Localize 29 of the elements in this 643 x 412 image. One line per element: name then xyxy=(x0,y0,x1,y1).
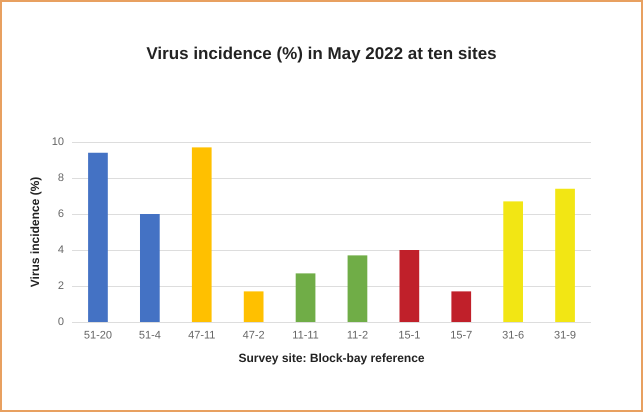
bar xyxy=(555,188,575,322)
x-tick-label: 47-2 xyxy=(242,330,265,342)
y-tick-label: 10 xyxy=(52,136,64,148)
y-tick-label: 0 xyxy=(58,316,64,328)
x-tick-label: 51-4 xyxy=(138,330,161,342)
x-axis-title: Survey site: Block-bay reference xyxy=(238,351,425,365)
x-tick-label: 47-11 xyxy=(188,330,216,342)
x-tick-label: 15-1 xyxy=(398,330,420,342)
bar xyxy=(140,214,160,322)
bar xyxy=(244,291,264,322)
bar xyxy=(503,201,524,322)
bar xyxy=(296,273,316,322)
x-tick-label: 11-2 xyxy=(346,330,368,342)
bar xyxy=(451,291,472,322)
x-tick-label: 51-20 xyxy=(84,330,112,342)
x-tick-label: 31-6 xyxy=(502,330,524,342)
bar xyxy=(192,147,212,322)
chart-title: Virus incidence (%) in May 2022 at ten sites xyxy=(146,44,497,63)
y-tick-label: 2 xyxy=(58,280,64,292)
x-tick-label: 11-11 xyxy=(292,330,319,342)
bar xyxy=(399,250,420,322)
y-axis-title: Virus incidence (%) xyxy=(28,176,42,288)
y-tick-label: 6 xyxy=(58,208,64,220)
x-tick-label: 31-9 xyxy=(554,330,576,342)
y-tick-label: 4 xyxy=(58,244,64,256)
y-tick-label: 8 xyxy=(58,172,64,184)
bar xyxy=(348,255,368,322)
bar xyxy=(88,152,108,322)
x-tick-label: 15-7 xyxy=(450,330,472,342)
